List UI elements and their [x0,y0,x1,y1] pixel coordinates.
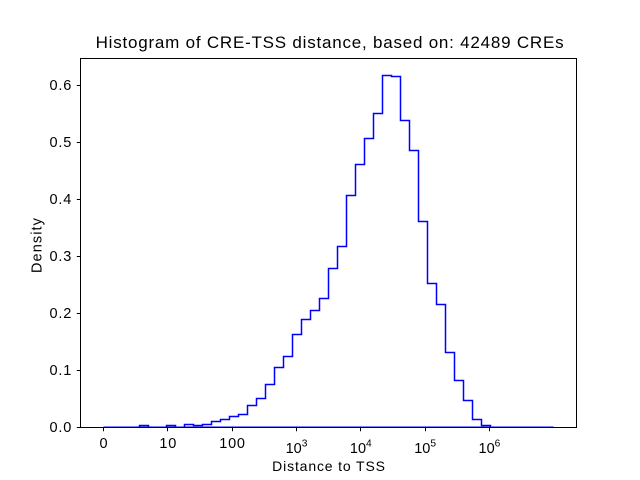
svg-text:0.2: 0.2 [50,306,73,322]
svg-text:Histogram of CRE-TSS distance,: Histogram of CRE-TSS distance, based on:… [96,33,565,52]
svg-text:0.3: 0.3 [50,249,73,265]
svg-text:0.4: 0.4 [50,192,73,208]
svg-text:0.5: 0.5 [50,135,73,151]
svg-text:Density: Density [30,217,46,273]
svg-text:10: 10 [159,436,177,452]
svg-text:0.1: 0.1 [50,363,73,379]
svg-text:Distance to TSS: Distance to TSS [272,458,386,474]
svg-text:100: 100 [219,436,246,452]
svg-text:0.0: 0.0 [50,420,73,436]
svg-text:0.6: 0.6 [50,78,73,94]
svg-text:0: 0 [99,436,108,452]
